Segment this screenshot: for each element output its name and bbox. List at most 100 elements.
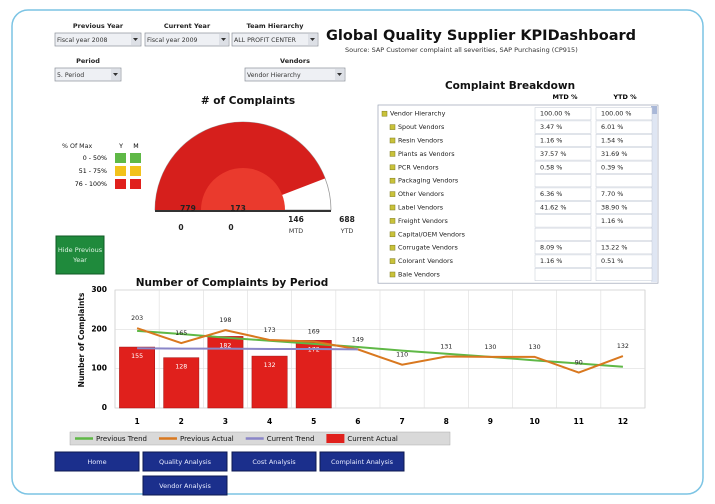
table-cell [534,147,592,161]
column-header: MTD % [552,93,578,101]
dropdown[interactable] [54,32,142,47]
dropdown-arrow [310,38,315,41]
tree-icon [389,204,396,211]
table-value: 1.16 % [601,217,623,225]
vendor-name: Other Vendors [398,190,445,198]
source-note: Source: SAP Customer complaint all sever… [345,46,578,54]
legend-swatch [115,179,126,189]
table-value: 3.47 % [540,123,562,131]
table-cell [595,134,653,147]
dropdown[interactable] [144,32,230,47]
legend-swatch [130,179,141,189]
table-cell [595,214,653,228]
vendor-name: Plants as Vendors [398,150,455,158]
legend-swatch [130,166,141,176]
filter-label: Vendors [280,57,310,65]
gauge-label: YTD [340,228,354,235]
legend-label: Current Actual [347,435,398,443]
x-tick-label: 9 [488,417,493,426]
table-value: 100.00 % [601,110,631,118]
nav-button[interactable] [142,475,228,496]
dropdown-arrow [221,38,226,41]
table-cell [595,268,653,281]
table-cell [595,254,653,268]
vendor-name: Corrugate Vendors [398,244,458,252]
line-series [136,327,624,374]
gauge-value: 688 [339,215,355,224]
table-cell [595,241,653,255]
dropdown-value: Fiscal year 2008 [57,37,108,44]
tree-icon [389,218,396,224]
table-value: 0.39 % [601,163,623,171]
bar [251,355,288,409]
tree-icon [381,110,388,117]
table-value: 1.16 % [540,257,562,265]
table-cell [534,254,592,268]
y-tick-label: 200 [91,324,107,333]
point-label: 198 [219,317,231,324]
table-cell [595,174,653,188]
point-label: 203 [131,315,143,322]
dropdown[interactable] [244,67,346,82]
point-label: 110 [396,352,408,359]
vendor-name: Spout Vendors [398,123,445,131]
dropdown-arrow [133,38,138,41]
bar-label: 128 [175,364,187,371]
legend-col: M [133,143,138,150]
x-tick-label: 11 [574,417,584,426]
bar [163,357,200,409]
dropdown[interactable] [54,67,122,82]
table-cell [595,120,653,134]
x-tick-label: 1 [134,417,139,426]
table-cell [534,120,592,134]
vendor-name: Resin Vendors [398,137,444,145]
tree-icon [389,177,396,184]
vendor-name: Packaging Vendors [398,177,459,185]
table-cell [534,134,592,147]
legend-row: 51 - 75% [79,168,107,175]
tree-icon [389,164,396,171]
filter-label: Team Hierarchy [247,22,305,30]
nav-button[interactable] [231,451,317,472]
table-cell [534,187,592,201]
table-value: 1.54 % [601,137,623,145]
gauge-title: # of Complaints [201,95,295,107]
toggle-button[interactable] [55,235,105,275]
x-tick-label: 6 [355,417,360,426]
gauge-value: 779 [180,204,196,213]
y-tick-label: 100 [91,364,107,373]
point-label: 130 [529,344,541,351]
table-value: 6.36 % [540,190,562,198]
toggle-button-label: Hide Previous Year [58,246,103,264]
x-tick-label: 5 [311,417,316,426]
nav-button[interactable] [54,451,140,472]
y-tick-label: 300 [91,285,107,294]
tree-icon [389,137,396,144]
table-cell [534,107,592,121]
dropdown-value: Vendor Hierarchy [247,72,301,79]
y-tick-label: 0 [102,403,107,412]
point-label: 173 [264,327,276,334]
vendor-name: Bale Vendors [398,271,440,279]
breakdown-title: Complaint Breakdown [445,80,575,92]
legend-row: 0 - 50% [83,155,107,162]
nav-button[interactable] [142,451,228,472]
tree-icon [389,258,396,264]
dashboard-title: Global Quality Supplier KPIDashboard [326,28,636,44]
nav-button-label: Home [87,458,106,466]
tree-icon [389,271,396,278]
table-value: 1.16 % [540,137,562,145]
filter-label: Previous Year [73,22,124,30]
bar [119,346,155,409]
tree-icon [389,191,396,197]
table-value: 6.01 % [601,123,623,131]
point-label: 132 [617,343,629,350]
tree-icon [389,124,396,130]
nav-button[interactable] [319,451,405,472]
gauge-value: 146 [288,215,304,224]
legend-label: Current Trend [267,435,315,443]
dropdown-value: Fiscal year 2009 [147,37,198,44]
dropdown[interactable] [231,32,319,47]
bar-label: 182 [219,342,231,349]
dropdown-value: 5. Period [57,72,84,79]
